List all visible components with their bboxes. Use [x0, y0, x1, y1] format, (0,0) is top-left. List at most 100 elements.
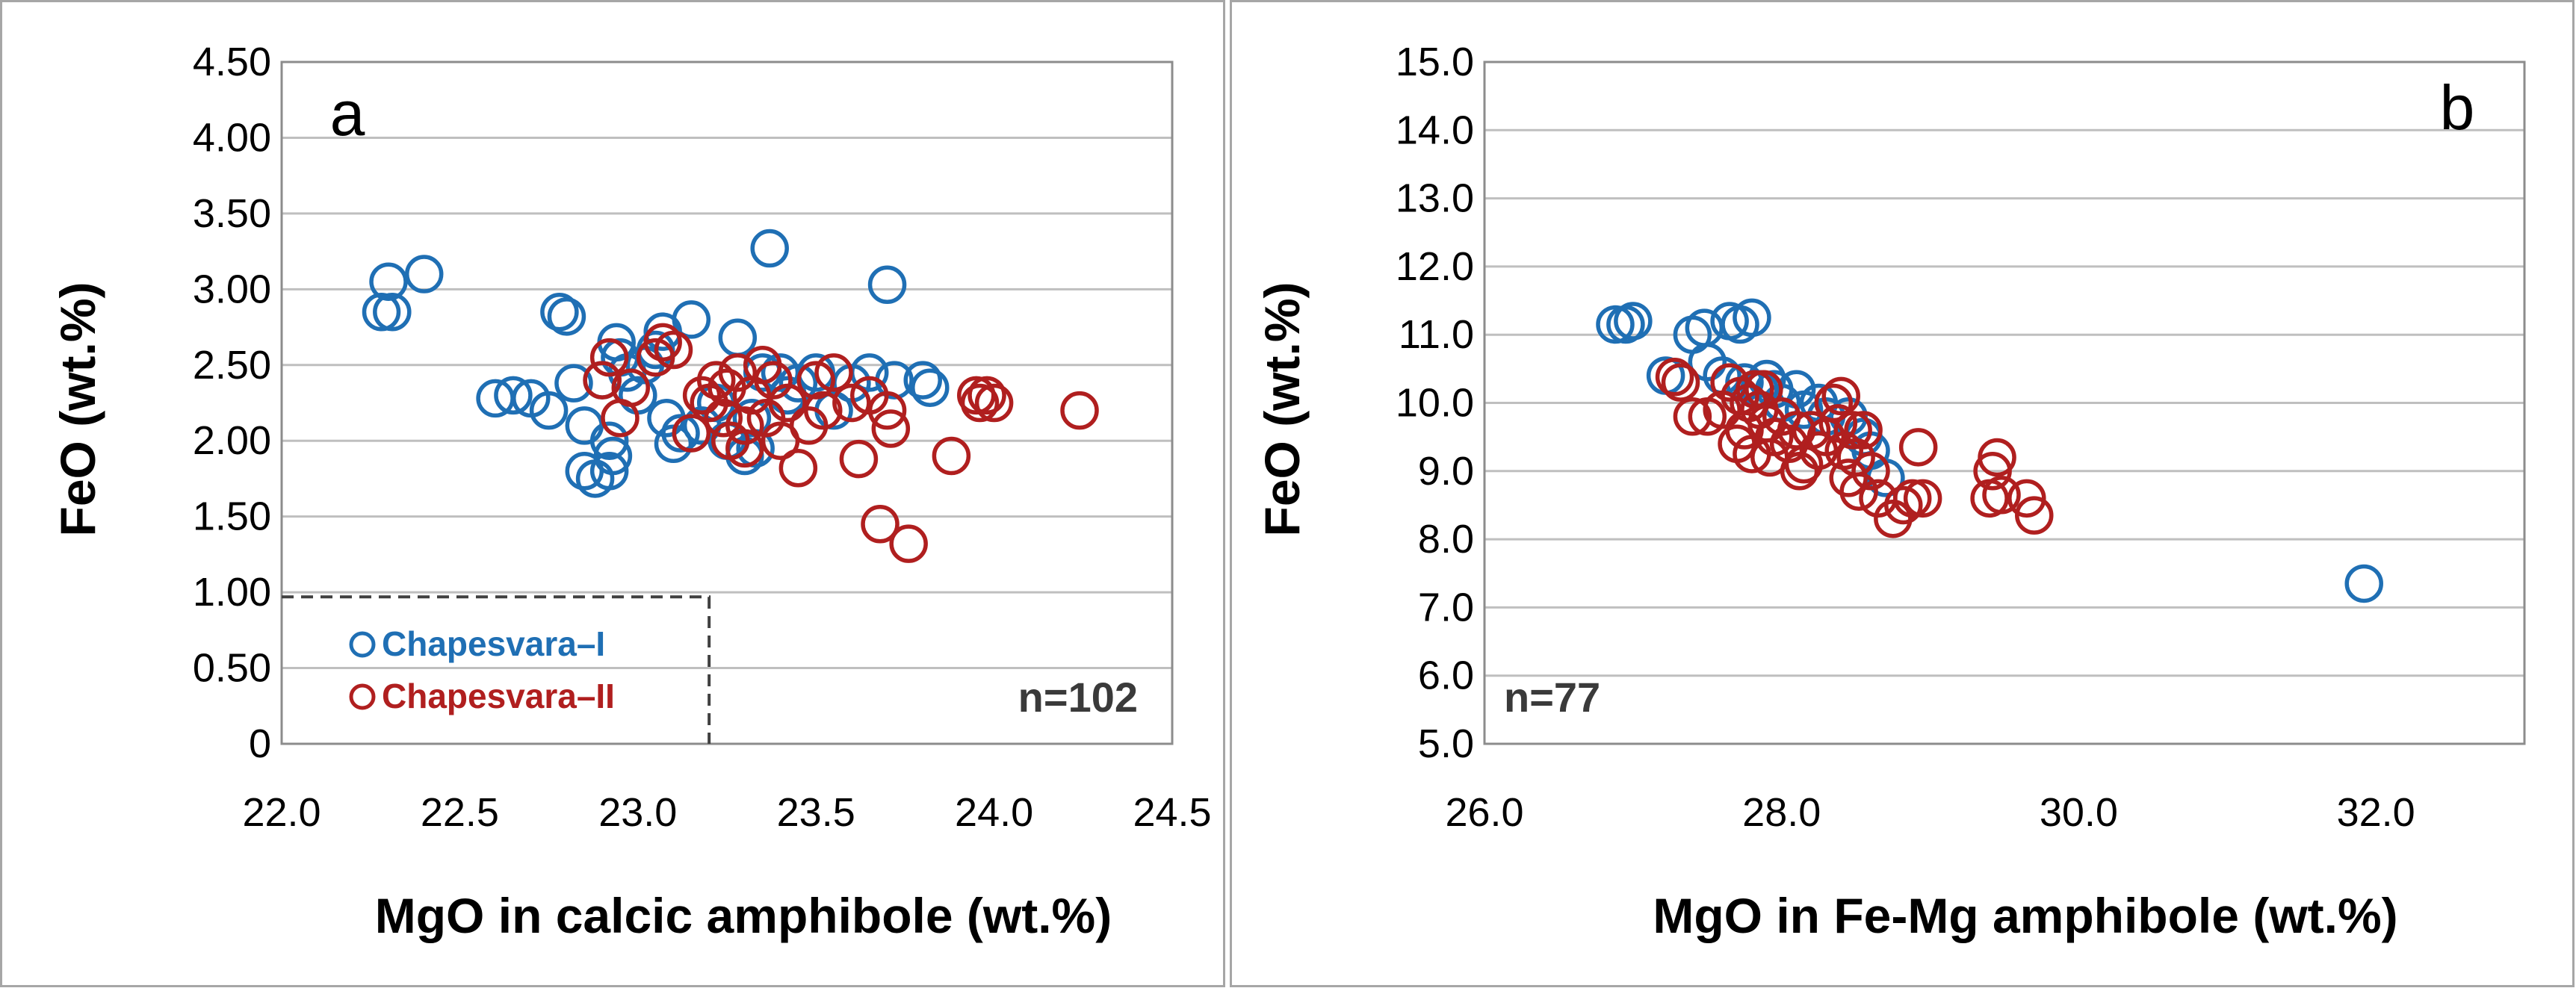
x-tick-label-a-5: 24.5	[1133, 790, 1211, 835]
data-point-a-1-32	[718, 318, 758, 358]
y-tick-label-b-3: 8.0	[1418, 517, 1474, 562]
data-point-b-2-32	[1839, 472, 1878, 511]
data-point-b-2-34	[1851, 452, 1890, 491]
data-point-a-2-6	[654, 330, 693, 370]
data-point-a-2-35	[932, 436, 971, 476]
y-tick-label-a-3: 1.50	[193, 494, 271, 539]
data-point-a-2-7	[672, 414, 711, 453]
data-point-b-2-2	[1673, 397, 1712, 436]
data-point-a-2-16	[725, 429, 764, 468]
data-point-b-1-7	[1703, 356, 1741, 395]
data-point-a-2-3	[611, 368, 651, 407]
x-tick-label-a-4: 24.0	[955, 790, 1033, 835]
y-tick-label-b-10: 15.0	[1396, 40, 1474, 84]
data-point-a-1-27	[661, 414, 700, 453]
data-point-a-2-15	[725, 406, 764, 445]
data-point-a-2-27	[814, 353, 853, 392]
plot-area-border-a	[280, 60, 1174, 745]
panel-label-b: b	[2440, 72, 2475, 143]
data-point-b-1-0	[1596, 305, 1635, 344]
data-point-a-1-37	[750, 229, 789, 268]
data-point-a-1-16	[589, 452, 629, 491]
data-point-a-1-34	[732, 399, 772, 438]
data-point-a-2-29	[839, 439, 879, 479]
data-point-a-1-7	[529, 391, 569, 430]
data-point-b-2-20	[1780, 452, 1819, 491]
y-tick-label-b-6: 11.0	[1399, 312, 1474, 357]
legend-label-chapesvara-i: Chapesvara–I	[382, 624, 605, 663]
data-point-a-2-10	[696, 361, 736, 400]
y-tick-label-b-1: 6.0	[1418, 653, 1474, 698]
legend-box-border	[282, 595, 711, 744]
y-tick-label-b-5: 10.0	[1396, 381, 1474, 426]
data-point-a-1-9	[547, 297, 586, 336]
panel-a: 0 0.50 1.00 1.50 2.00 2.50 3.00 3.50 4.00 4.50 22.…	[0, 0, 1225, 987]
data-point-b-2-38	[1892, 479, 1932, 518]
data-point-b-2-30	[1833, 411, 1872, 450]
data-point-a-1-10	[554, 364, 593, 403]
data-point-b-2-44	[1982, 476, 2021, 515]
data-point-a-2-1	[589, 338, 629, 377]
series-b-1	[1596, 298, 2383, 603]
x-axis-title-a: MgO in calcic amphibole (wt.%)	[375, 888, 1112, 943]
data-point-a-1-5	[494, 376, 533, 415]
series-a-1	[362, 229, 950, 498]
data-point-a-1-3	[404, 255, 444, 293]
data-point-b-1-2	[1614, 302, 1653, 341]
data-point-b-1-11	[1733, 298, 1771, 338]
y-tick-label-a-8: 4.00	[193, 115, 271, 160]
y-tick-label-b-0: 5.0	[1418, 721, 1474, 766]
count-annotation-a: n=102	[1018, 674, 1138, 721]
data-point-a-1-48	[911, 368, 950, 407]
data-point-a-2-32	[867, 391, 907, 430]
x-axis-title-b: MgO in Fe-Mg amphibole (wt.%)	[1653, 888, 2397, 943]
data-point-a-1-15	[589, 421, 629, 460]
data-point-a-2-37	[960, 383, 1000, 423]
data-point-a-2-34	[889, 524, 928, 563]
y-tick-label-b-7: 12.0	[1396, 244, 1474, 289]
data-point-b-2-39	[1898, 428, 1938, 467]
y-tick-label-a-5: 2.50	[193, 343, 271, 388]
data-point-b-1-24	[2344, 564, 2383, 603]
data-point-a-2-25	[796, 361, 835, 400]
data-point-b-2-0	[1655, 358, 1694, 397]
gridlines-b	[1484, 60, 2524, 745]
y-tick-label-a-1: 0.50	[193, 646, 271, 691]
x-tick-label-a-2: 23.0	[598, 790, 677, 835]
data-point-a-2-23	[778, 448, 818, 488]
data-point-b-2-40	[1903, 479, 1942, 518]
y-tick-label-a-0: 0	[249, 721, 271, 766]
y-tick-label-a-4: 2.00	[193, 418, 271, 463]
data-point-a-2-0	[583, 361, 622, 400]
y-tick-label-a-6: 3.00	[193, 267, 271, 311]
panel-label-a: a	[330, 78, 365, 149]
x-tick-label-b-1: 28.0	[1742, 790, 1821, 835]
scatter-chart-b: 5.0 6.0 7.0 8.0 9.0 10.0 11.0 12.0 13.0 14.0 15.0 2…	[1254, 40, 2526, 943]
y-axis-title-b: FeO (wt.%)	[1254, 282, 1310, 537]
data-point-b-2-46	[2015, 496, 2054, 535]
x-tick-label-a-3: 23.5	[777, 790, 855, 835]
data-point-b-2-45	[2007, 479, 2046, 518]
y-tick-label-b-2: 7.0	[1418, 585, 1474, 630]
data-point-b-2-27	[1821, 376, 1861, 416]
data-point-a-1-45	[867, 265, 907, 304]
x-tick-label-b-2: 30.0	[2040, 790, 2118, 835]
data-point-a-1-47	[903, 361, 942, 400]
legend-label-chapesvara-ii: Chapesvara–II	[382, 677, 615, 715]
data-point-b-2-33	[1844, 411, 1883, 450]
series-a-2	[583, 323, 1099, 563]
legend-a	[282, 595, 711, 744]
data-point-b-2-11	[1736, 370, 1774, 408]
data-point-a-2-33	[871, 409, 911, 448]
series-b-2	[1655, 358, 2054, 538]
data-point-a-2-22	[768, 383, 807, 423]
data-point-a-2-28	[832, 383, 871, 423]
data-point-b-2-43	[1978, 438, 2016, 477]
data-point-a-2-40	[1060, 391, 1099, 430]
data-point-a-1-11	[565, 406, 604, 445]
data-point-b-1-5	[1685, 308, 1724, 347]
data-point-b-2-37	[1884, 485, 1923, 525]
data-point-a-2-31	[861, 505, 900, 544]
x-tick-label-a-1: 22.5	[421, 790, 499, 835]
legend-marker-2	[349, 683, 376, 710]
